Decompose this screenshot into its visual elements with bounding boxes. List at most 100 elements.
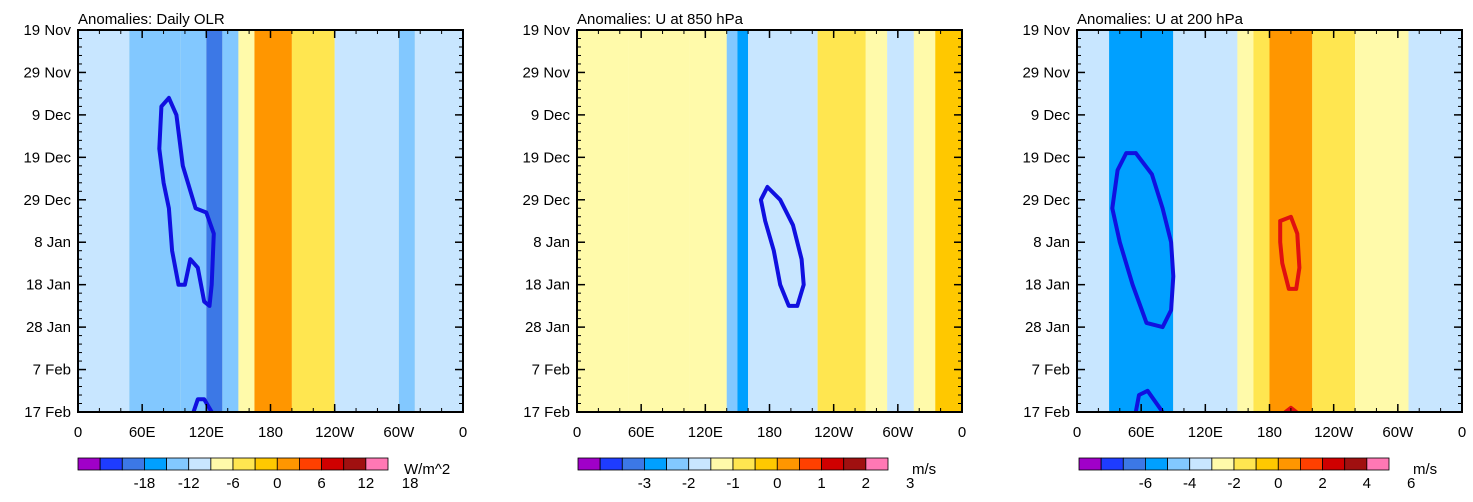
colorbar-swatch (644, 457, 667, 471)
colorbar-swatch (621, 457, 645, 471)
colorbar-swatch (821, 457, 845, 471)
colorbar-label: 0 (773, 475, 781, 492)
colorbar-label: -6 (1139, 475, 1152, 492)
colorbar-label: -18 (134, 475, 156, 492)
y-tick-label: 7 Feb (1032, 362, 1070, 379)
x-tick-label: 180 (258, 424, 283, 441)
shaded-band (865, 30, 888, 412)
shaded-band (737, 30, 749, 412)
colorbar-swatch (1233, 457, 1257, 471)
x-tick-label: 120W (814, 424, 854, 441)
x-tick-label: 60W (383, 424, 415, 441)
colorbar-swatch (232, 457, 256, 471)
colorbar-label: -2 (682, 475, 695, 492)
x-tick-label: 60E (1128, 424, 1155, 441)
x-tick-label: 120W (1314, 424, 1354, 441)
colorbar-label: -2 (1227, 475, 1240, 492)
colorbar-label: -12 (178, 475, 200, 492)
y-tick-label: 29 Nov (1022, 64, 1070, 81)
shaded-field (577, 30, 962, 412)
colorbar-label: -3 (638, 475, 651, 492)
colorbar-swatch (188, 457, 212, 471)
contour-line (157, 95, 216, 308)
y-tick-label: 17 Feb (523, 404, 570, 421)
colorbar-units: m/s (1413, 461, 1437, 478)
contour-line (1110, 151, 1176, 330)
y-tick-label: 29 Dec (522, 192, 570, 209)
y-tick-label: 19 Dec (522, 149, 570, 166)
colorbar-label: 6 (317, 475, 325, 492)
colorbar-swatch (710, 457, 734, 471)
y-tick-label: 28 Jan (1025, 319, 1070, 336)
x-tick-label: 60E (628, 424, 655, 441)
x-tick-label: 60W (1382, 424, 1414, 441)
y-tick-label: 8 Jan (1033, 234, 1070, 251)
contour-line (1133, 388, 1165, 412)
y-tick-label: 9 Dec (32, 107, 72, 124)
colorbar-label: 12 (358, 475, 375, 492)
colorbar-label: 0 (273, 475, 281, 492)
panel-olr: Anomalies: Daily OLR 19 Nov 29 Nov 9 Dec 19 … (23, 11, 467, 492)
shaded-band (748, 30, 818, 412)
y-tick-label: 17 Feb (1023, 404, 1070, 421)
shaded-band (1077, 30, 1110, 412)
colorbar-label: 18 (402, 475, 419, 492)
x-tick-label: 60E (129, 424, 156, 441)
shaded-band (689, 30, 727, 412)
colorbar-label: 4 (1363, 475, 1371, 492)
y-tick-label: 7 Feb (532, 362, 570, 379)
colorbar-swatch (799, 457, 822, 471)
x-tick-label: 0 (459, 424, 467, 441)
colorbar-swatch (1100, 457, 1124, 471)
shaded-band (1173, 30, 1238, 412)
colorbar: -6 -4 -2 0 2 4 6m/s (1078, 457, 1437, 492)
colorbar-swatch (276, 457, 300, 471)
y-tick-label: 19 Nov (1022, 22, 1070, 39)
x-tick-label: 120E (189, 424, 224, 441)
colorbar-units: m/s (912, 461, 936, 478)
shaded-band (254, 30, 292, 412)
y-tick-label: 19 Nov (522, 22, 570, 39)
y-tick-label: 29 Nov (522, 64, 570, 81)
colorbar-swatch (666, 457, 690, 471)
y-tick-label: 29 Dec (23, 192, 71, 209)
colorbar-swatch (1145, 457, 1168, 471)
y-tick-label: 9 Dec (531, 107, 571, 124)
panel-title: Anomalies: Daily OLR (78, 11, 225, 28)
shaded-band (1408, 30, 1462, 412)
shaded-band (577, 30, 629, 412)
shaded-band (913, 30, 936, 412)
y-tick-label: 9 Dec (1031, 107, 1071, 124)
shaded-band (887, 30, 914, 412)
colorbar-label: 1 (817, 475, 825, 492)
colorbar-swatch (254, 457, 278, 471)
colorbar-label: 3 (906, 475, 914, 492)
x-tick-label: 0 (1073, 424, 1081, 441)
colorbar-swatch (865, 457, 889, 471)
colorbar-swatch (1167, 457, 1191, 471)
x-tick-label: 180 (1257, 424, 1282, 441)
shaded-band (238, 30, 255, 412)
y-tick-label: 17 Feb (24, 404, 71, 421)
panel-u850: Anomalies: U at 850 hPa 19 Nov 29 Nov 9 Dec… (522, 11, 966, 492)
shaded-band (222, 30, 239, 412)
shaded-band (1109, 30, 1174, 412)
colorbar-swatch (99, 457, 123, 471)
colorbar-swatch (843, 457, 867, 471)
y-tick-label: 28 Jan (26, 319, 71, 336)
colorbar-label: 0 (1274, 475, 1282, 492)
colorbar-label: 2 (862, 475, 870, 492)
y-tick-label: 19 Dec (1022, 149, 1070, 166)
panel-title: Anomalies: U at 850 hPa (577, 11, 744, 28)
x-tick-label: 120E (1188, 424, 1223, 441)
x-tick-label: 120W (315, 424, 355, 441)
contour-line (1278, 214, 1302, 291)
colorbar-label: -6 (226, 475, 239, 492)
colorbar-swatch (1366, 457, 1390, 471)
colorbar-swatch (1277, 457, 1301, 471)
contour-line (758, 185, 806, 308)
shaded-band (817, 30, 866, 412)
shaded-band (1237, 30, 1254, 412)
y-tick-label: 18 Jan (525, 277, 570, 294)
